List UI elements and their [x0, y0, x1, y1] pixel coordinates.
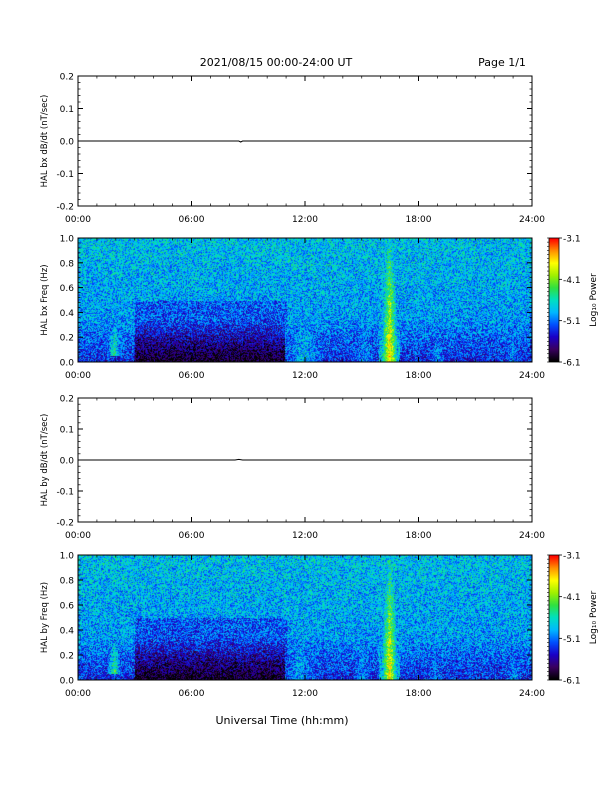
y-tick-label: 0.0	[60, 359, 75, 369]
colorbar-tick-label: -5.1	[563, 635, 581, 645]
y-tick-label: 0.4	[60, 309, 75, 319]
colorbar-tick-label: -4.1	[563, 276, 581, 286]
colorbar-gradient	[549, 238, 559, 362]
y-tick-label: 0.0	[60, 677, 75, 687]
y-tick-label: 0.1	[60, 105, 74, 115]
x-tick-label: 24:00	[519, 215, 545, 225]
y-tick-label: -0.1	[56, 170, 74, 180]
colorbar-label: Log₁₀ Power	[589, 273, 599, 327]
y-tick-label: 0.2	[60, 73, 74, 83]
page-indicator: Page 1/1	[478, 56, 526, 69]
x-tick-label: 00:00	[65, 531, 91, 541]
x-tick-label: 18:00	[406, 371, 432, 381]
y-tick-label: 0.2	[60, 334, 74, 344]
x-tick-label: 06:00	[179, 689, 205, 699]
y-tick-label: 0.8	[60, 577, 75, 587]
y-axis-label: HAL by Freq (Hz)	[40, 582, 50, 653]
y-tick-label: 0.0	[60, 138, 75, 148]
x-tick-label: 24:00	[519, 371, 545, 381]
x-tick-label: 00:00	[65, 689, 91, 699]
panel-1: 0.2 0.1 0.0 -0.1 -0.2 00:00 06:00 12:00 18:00 24:…	[40, 73, 545, 226]
y-tick-label: 0.6	[60, 284, 75, 294]
y-axis-label: HAL bx dB/dt (nT/sec)	[40, 95, 50, 188]
x-tick-label: 12:00	[292, 689, 318, 699]
y-tick-label: 0.4	[60, 627, 75, 637]
x-tick-label: 12:00	[292, 371, 318, 381]
y-tick-label: 0.2	[60, 652, 74, 662]
colorbar-tick-label: -3.1	[563, 235, 581, 245]
y-tick-label: 1.0	[60, 552, 75, 562]
figure-title: 2021/08/15 00:00-24:00 UT	[200, 56, 353, 69]
panel-2: -3.1 -4.1 -5.1 -6.1 Log₁₀ Power 1.0 0.8 0.6 0.4 0…	[40, 235, 599, 382]
y-tick-label: 0.6	[60, 602, 75, 612]
panel-3: 0.2 0.1 0.0 -0.1 -0.2 00:00 06:00 12:00 18:00 24:…	[40, 395, 545, 542]
x-tick-label: 06:00	[179, 215, 205, 225]
colorbar-tick-label: -6.1	[563, 359, 581, 369]
y-axis-label: HAL by dB/dt (nT/sec)	[40, 414, 50, 507]
colorbar-tick-label: -3.1	[563, 552, 581, 562]
colorbar-tick-label: -6.1	[563, 677, 581, 687]
x-tick-label: 06:00	[179, 531, 205, 541]
x-tick-label: 18:00	[406, 215, 432, 225]
panel-4: -3.1 -4.1 -5.1 -6.1 Log₁₀ Power 1.0 0.8 0.6 0.4 0…	[40, 552, 599, 700]
x-tick-label: 12:00	[292, 215, 318, 225]
x-tick-label: 24:00	[519, 531, 545, 541]
y-tick-label: 0.8	[60, 259, 75, 269]
y-tick-label: 0.2	[60, 395, 74, 405]
spectrogram-image	[78, 238, 532, 362]
x-axis-title: Universal Time (hh:mm)	[216, 714, 349, 727]
x-tick-label: 24:00	[519, 689, 545, 699]
series-line	[78, 458, 532, 461]
y-tick-label: 0.0	[60, 457, 75, 467]
spectrogram-image	[78, 555, 532, 680]
colorbar: -3.1 -4.1 -5.1 -6.1 Log₁₀ Power	[547, 552, 599, 687]
panels: 0.2 0.1 0.0 -0.1 -0.2 00:00 06:00 12:00 18:00 24:…	[40, 73, 599, 700]
colorbar-tick-label: -5.1	[563, 317, 581, 327]
colorbar-tick-label: -4.1	[563, 593, 581, 603]
y-tick-label: 1.0	[60, 235, 75, 245]
x-tick-label: 12:00	[292, 531, 318, 541]
colorbar-label: Log₁₀ Power	[589, 591, 599, 645]
x-tick-label: 06:00	[179, 371, 205, 381]
y-tick-label: -0.2	[56, 519, 74, 529]
colorbar: -3.1 -4.1 -5.1 -6.1 Log₁₀ Power	[547, 235, 599, 369]
x-tick-label: 18:00	[406, 531, 432, 541]
x-tick-label: 18:00	[406, 689, 432, 699]
x-tick-label: 00:00	[65, 371, 91, 381]
y-tick-label: 0.1	[60, 426, 74, 436]
series-line	[78, 140, 532, 143]
colorbar-gradient	[549, 555, 559, 680]
y-tick-label: -0.1	[56, 488, 74, 498]
y-axis-label: HAL bx Freq (Hz)	[40, 264, 50, 335]
y-tick-label: -0.2	[56, 203, 74, 213]
x-tick-label: 00:00	[65, 215, 91, 225]
